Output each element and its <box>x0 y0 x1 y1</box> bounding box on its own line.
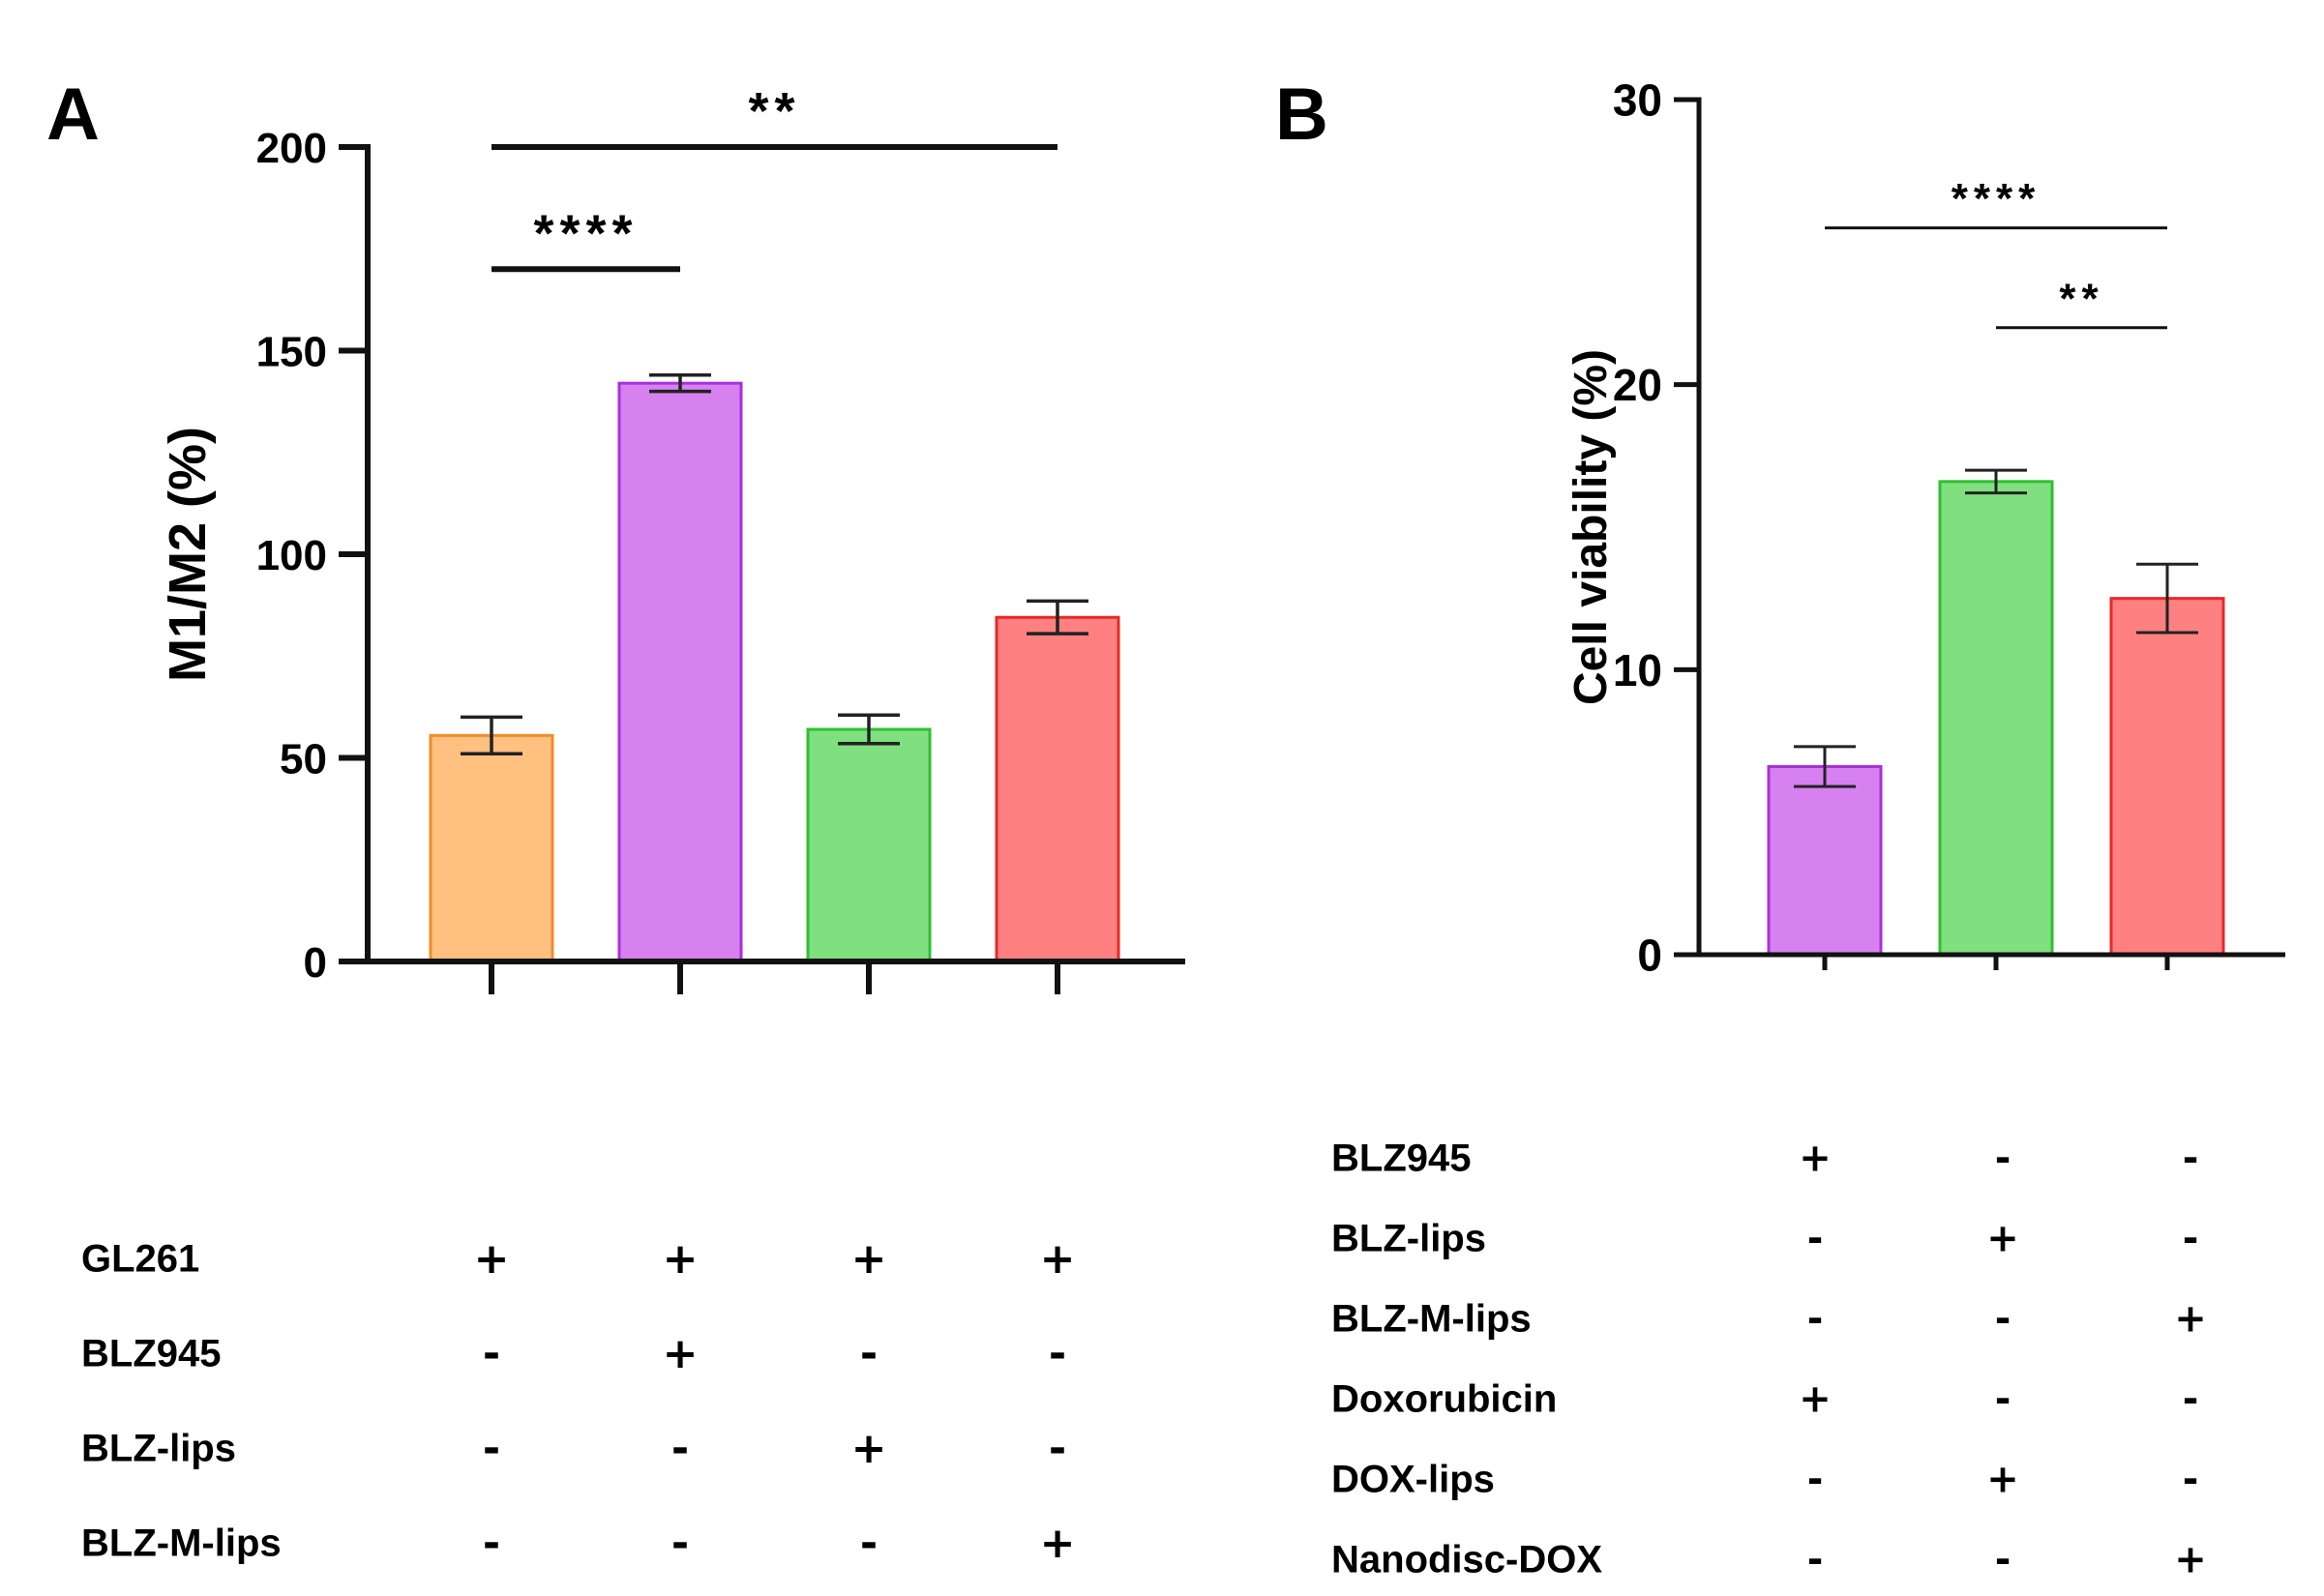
panel-b-y-tick-label: 30 <box>1613 75 1662 126</box>
panel-b-condition-sign-r3-c3: + <box>2174 1296 2207 1341</box>
panel-b-error-bar-1 <box>1794 745 1856 788</box>
panel-a-y-tick-label: 100 <box>256 532 327 579</box>
panel-a-condition-label-1: GL261 <box>81 1237 199 1280</box>
panel-a-y-axis-title: M1/M2 (%) <box>159 427 217 682</box>
panel-a-condition-sign-r2-c4: - <box>1049 1329 1066 1378</box>
panel-a-condition-sign-r1-c1: + <box>474 1234 510 1284</box>
panel-a-y-tick-label: 150 <box>256 328 327 375</box>
panel-a-condition-sign-r2-c2: + <box>663 1329 699 1378</box>
panel-a-condition-sign-r2-c1: - <box>483 1329 500 1378</box>
panel-b-condition-label-2: BLZ-lips <box>1331 1217 1486 1259</box>
panel-b-condition-sign-r1-c3: - <box>2183 1136 2199 1180</box>
panel-b-condition-sign-r3-c2: - <box>1995 1296 2011 1341</box>
panel-b-significance-label-1: **** <box>1952 175 2041 222</box>
panel-a-condition-sign-r1-c2: + <box>663 1234 699 1284</box>
panel-a-error-bar-2 <box>649 373 711 394</box>
panel-a-condition-sign-r3-c3: + <box>851 1424 887 1473</box>
panel-a-condition-sign-r3-c2: - <box>671 1424 689 1473</box>
panel-a-bar-3 <box>806 727 932 963</box>
panel-b-y-tick-label: 20 <box>1613 360 1662 410</box>
panel-a-error-bar-4 <box>1027 599 1088 635</box>
panel-a-condition-label-2: BLZ945 <box>81 1332 222 1374</box>
panel-b-condition-sign-r6-c1: - <box>1807 1537 1824 1581</box>
panel-a-bar-1 <box>429 733 554 963</box>
panel-a-significance-label-2: ** <box>748 82 800 140</box>
panel-b-condition-sign-r2-c2: + <box>1986 1216 2019 1260</box>
panel-b-bar-3 <box>2109 597 2225 957</box>
panel-b-condition-label-5: DOX-lips <box>1331 1458 1495 1500</box>
panel-b-condition-sign-r4-c3: - <box>2183 1376 2199 1421</box>
panel-a-y-tick-label: 0 <box>304 939 327 987</box>
panel-b-error-bar-3 <box>2136 562 2198 635</box>
panel-a-letter: A <box>46 74 100 156</box>
panel-a-condition-sign-r2-c3: - <box>860 1329 878 1378</box>
panel-b-condition-sign-r4-c2: - <box>1995 1376 2011 1421</box>
panel-a-condition-sign-r4-c2: - <box>671 1519 689 1568</box>
panel-b-error-bar-2 <box>1965 468 2027 495</box>
panel-a-condition-label-4: BLZ-M-lips <box>81 1522 282 1564</box>
panel-b-condition-sign-r2-c3: - <box>2183 1216 2199 1260</box>
panel-b-condition-sign-r1-c1: + <box>1799 1136 1832 1180</box>
panel-a-significance-label-1: **** <box>533 204 638 262</box>
panel-a-error-bar-1 <box>461 715 522 756</box>
panel-b-bar-2 <box>1938 480 2054 957</box>
panel-b-condition-sign-r5-c2: + <box>1986 1457 2019 1501</box>
panel-b-condition-sign-r6-c3: + <box>2174 1537 2207 1581</box>
panel-b-bar-1 <box>1767 765 1883 957</box>
panel-b-significance-label-2: ** <box>2059 275 2103 322</box>
panel-a-bar-2 <box>617 381 743 963</box>
panel-a-error-bar-3 <box>838 713 900 746</box>
panel-a-condition-sign-r3-c1: - <box>483 1424 500 1473</box>
panel-b-condition-label-6: Nanodisc-DOX <box>1331 1538 1602 1581</box>
panel-b-condition-sign-r6-c2: - <box>1995 1537 2011 1581</box>
panel-b-y-tick-label: 10 <box>1613 645 1662 695</box>
panel-a-condition-sign-r4-c4: + <box>1040 1519 1076 1568</box>
panel-b-y-tick-label: 0 <box>1637 931 1662 981</box>
panel-b-condition-label-4: Doxorubicin <box>1331 1377 1557 1420</box>
panel-b-condition-label-3: BLZ-M-lips <box>1331 1297 1532 1340</box>
panel-b-condition-label-1: BLZ945 <box>1331 1137 1472 1179</box>
panel-a-condition-label-3: BLZ-lips <box>81 1427 236 1469</box>
panel-a-y-tick-label: 200 <box>256 125 327 172</box>
panel-b-condition-sign-r3-c1: - <box>1807 1296 1824 1341</box>
panel-a-y-tick-label: 50 <box>280 735 327 783</box>
panel-b-condition-sign-r4-c1: + <box>1799 1376 1832 1421</box>
panel-b-condition-sign-r5-c1: - <box>1807 1457 1824 1501</box>
panel-a-condition-sign-r4-c1: - <box>483 1519 500 1568</box>
panel-a-condition-sign-r1-c3: + <box>851 1234 887 1284</box>
panel-a-condition-sign-r1-c4: + <box>1040 1234 1076 1284</box>
panel-a-bar-4 <box>995 615 1120 963</box>
panel-a-condition-sign-r3-c4: - <box>1049 1424 1066 1473</box>
panel-b-y-axis-title: Cell viability (%) <box>1565 349 1617 705</box>
panel-a-condition-sign-r4-c3: - <box>860 1519 878 1568</box>
panel-b-condition-sign-r5-c3: - <box>2183 1457 2199 1501</box>
panel-b-condition-sign-r1-c2: - <box>1995 1136 2011 1180</box>
panel-b-letter: B <box>1275 74 1328 156</box>
panel-b-condition-sign-r2-c1: - <box>1807 1216 1824 1260</box>
